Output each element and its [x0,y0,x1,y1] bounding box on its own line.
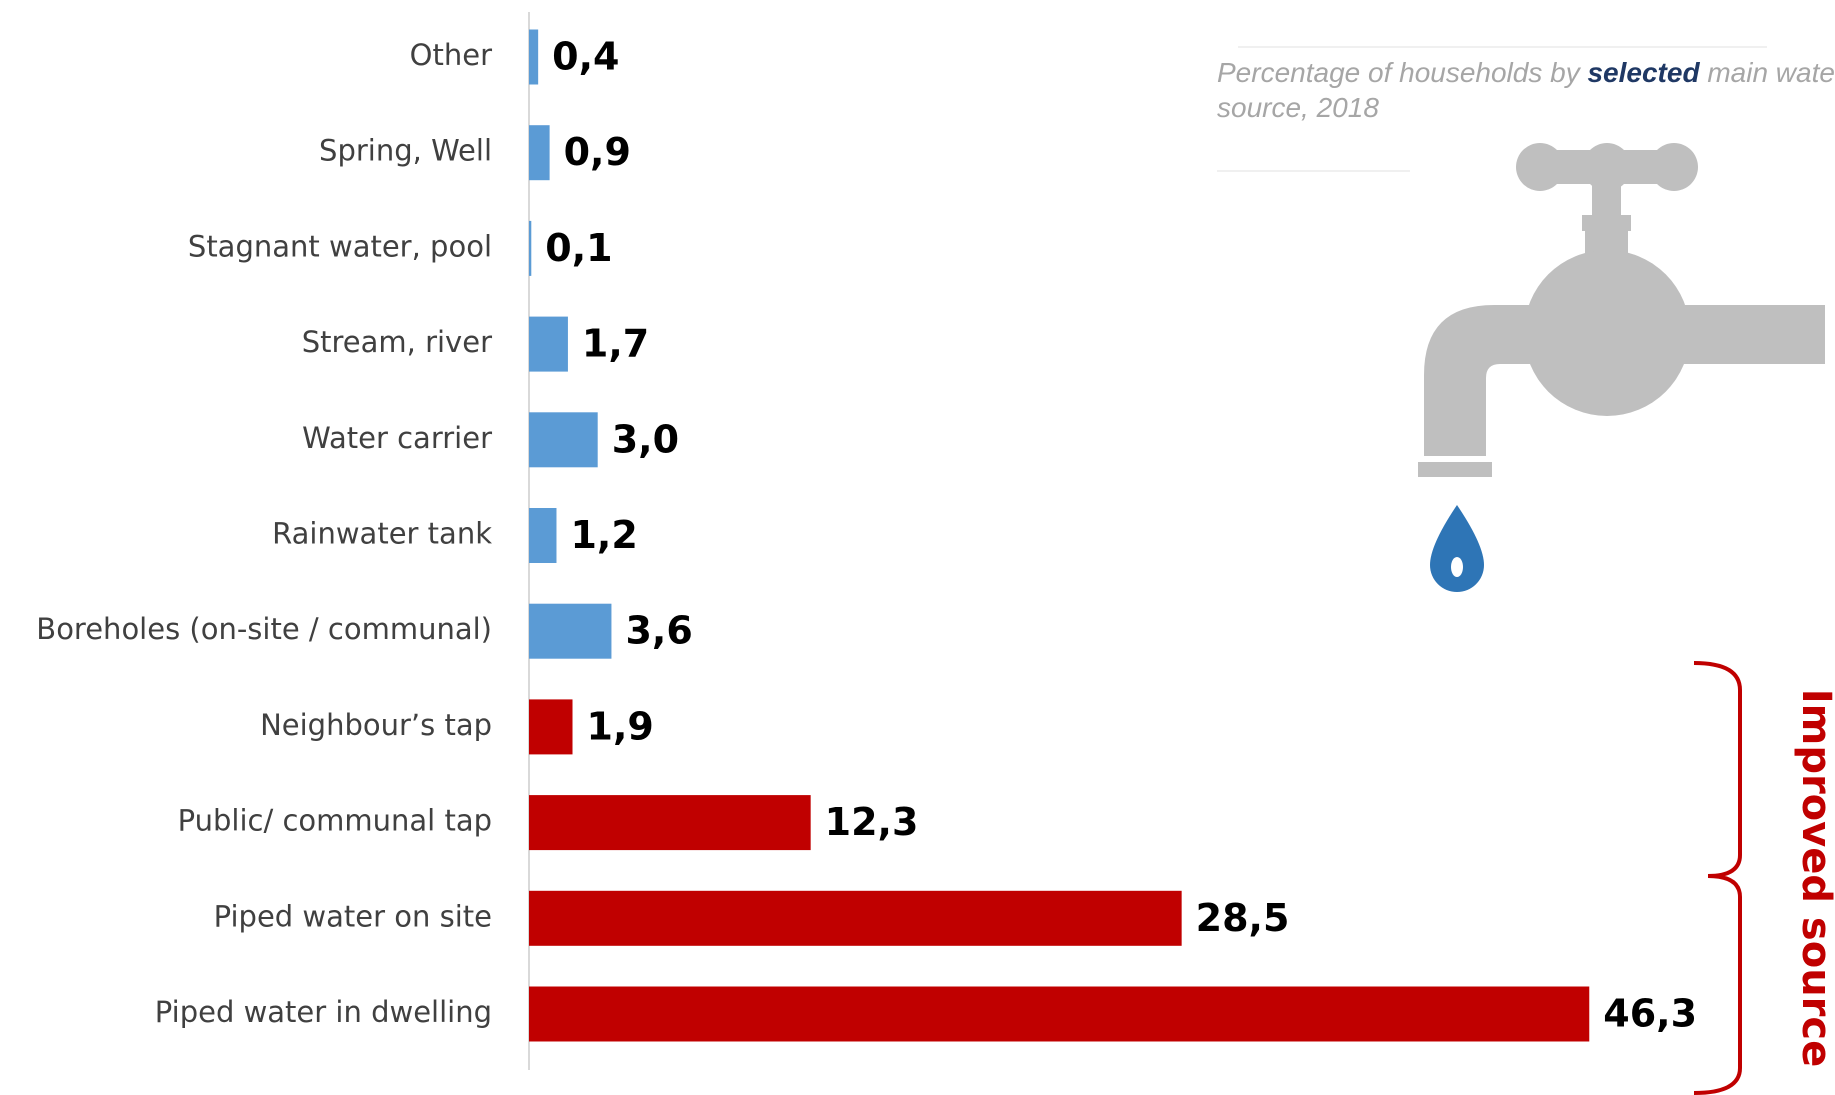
bar [529,125,550,181]
value-label: 1,2 [570,513,637,557]
y-tick-label: Public/ communal tap [178,804,492,838]
y-tick-label: Spring, Well [319,134,492,168]
bar [529,795,811,851]
value-label: 1,7 [582,322,649,366]
bar [529,29,539,85]
title-part: selected [1587,57,1700,88]
y-tick-label: Piped water on site [214,899,492,933]
bar [529,890,1182,946]
bracket [1693,661,1742,1095]
title-part: Percentage of households by [1217,57,1587,88]
bar [529,220,532,276]
y-tick-label: Rainwater tank [272,517,492,551]
chart-title: Percentage of households by selected mai… [1217,57,1835,123]
bar [529,412,598,468]
y-tick-label: Stagnant water, pool [188,229,492,263]
value-label: 46,3 [1603,992,1697,1036]
bar [529,508,557,563]
title-part: source, 2018 [1217,92,1379,123]
value-label: 0,9 [564,130,631,174]
value-label: 3,6 [625,609,692,653]
value-label: 1,9 [587,704,654,748]
value-label: 28,5 [1196,896,1290,940]
value-label: 12,3 [825,800,919,844]
value-label: 0,1 [545,226,612,270]
value-label: 3,0 [612,417,679,461]
annotation: Improved source [1793,689,1835,1068]
y-tick-label: Water carrier [302,421,492,455]
title-part: main water [1700,57,1835,88]
value-label: 0,4 [552,35,619,79]
faucet-icon [1418,143,1825,592]
y-tick-label: Other [410,38,492,72]
bar [529,603,612,659]
y-tick-label: Neighbour’s tap [260,708,492,742]
bar [529,986,1590,1042]
bar [529,316,568,372]
y-tick-label: Stream, river [302,325,492,359]
y-tick-label: Boreholes (on-site / communal) [36,612,492,646]
y-tick-label: Piped water in dwelling [155,995,492,1029]
bar [529,699,573,755]
